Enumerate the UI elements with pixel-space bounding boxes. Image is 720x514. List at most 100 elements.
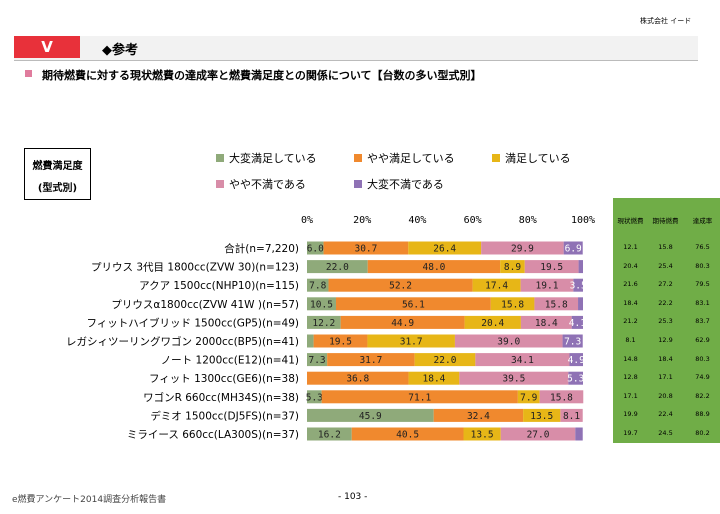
table-cell: 79.5 [695, 280, 710, 289]
bar-segment [335, 297, 491, 311]
table-cell: 22.4 [658, 410, 673, 419]
bar-segment [307, 297, 336, 311]
bar-segment [367, 260, 501, 274]
satisfaction-label-box: 燃費満足度 (型式別) [24, 148, 91, 200]
bar-segment [307, 260, 368, 274]
bar-segment [321, 390, 518, 404]
table-header: 現状燃費 [617, 217, 644, 225]
bar-segment [563, 241, 583, 255]
data-label: 36.8 [346, 374, 369, 385]
category-label: レガシィツーリングワゴン 2000cc(BP5)(n=41) [66, 335, 299, 348]
bar-segment [500, 427, 576, 441]
category-label: ノート 1200cc(E12)(n=41) [161, 355, 299, 367]
data-label: 13.5 [530, 411, 553, 422]
footer-report-name: e燃費アンケート2014調査分析報告書 [12, 495, 167, 505]
legend-swatch [216, 154, 224, 162]
data-label: 7.3 [308, 355, 325, 366]
data-label: 8.9 [504, 262, 521, 273]
bar-segment [575, 427, 583, 441]
bar-segment [307, 408, 434, 422]
bar-segment [328, 278, 473, 292]
table-cell: 21.2 [623, 317, 638, 326]
bar-segment [313, 334, 368, 348]
data-label: 5.3 [567, 374, 584, 385]
x-tick-label: 100% [571, 215, 595, 226]
data-label: 18.4 [423, 374, 446, 385]
table-header: 期待燃費 [652, 217, 679, 225]
table-cell: 12.8 [623, 373, 638, 382]
bar-segment [323, 241, 409, 255]
x-tick-label: 20% [353, 215, 371, 226]
category-label: プリウス 3代目 1800cc(ZVW 30)(n=123) [91, 262, 299, 274]
table-cell: 82.2 [695, 391, 710, 400]
data-label: 4.9 [568, 355, 585, 366]
table-cell: 14.8 [623, 354, 638, 363]
data-label: 12.2 [312, 318, 335, 329]
data-label: 31.7 [359, 355, 382, 366]
bar-segment [408, 241, 482, 255]
legend-label: 満足している [505, 152, 571, 165]
category-label: フィット 1300cc(GE6)(n=38) [149, 373, 299, 385]
bar-segment [307, 241, 324, 255]
data-label: 6.0 [307, 244, 324, 255]
data-label: 34.1 [511, 355, 534, 366]
footer-page-number: - 103 - [338, 492, 368, 502]
bar-segment [562, 334, 583, 348]
bar-segment [475, 353, 570, 367]
data-label: 15.8 [501, 299, 524, 310]
data-label: 26.4 [433, 244, 456, 255]
data-label: 7.8 [309, 281, 326, 292]
section-badge: V [14, 36, 80, 58]
bar-segment [520, 278, 574, 292]
bar-segment [307, 390, 322, 404]
data-label: 30.7 [354, 244, 377, 255]
x-tick-label: 80% [519, 215, 537, 226]
data-label: 39.0 [497, 337, 520, 348]
table-cell: 15.8 [658, 243, 673, 251]
bar-segment [454, 334, 563, 348]
data-label: 31.7 [400, 337, 423, 348]
data-label: 32.4 [467, 411, 490, 422]
legend-label: やや満足している [367, 152, 455, 165]
table-cell: 21.6 [623, 280, 638, 289]
bar-segment [307, 353, 328, 367]
table-cell: 20.8 [658, 391, 673, 400]
legend-label: やや不満である [229, 178, 306, 191]
data-label: 22.0 [434, 355, 457, 366]
data-label: 39.5 [502, 374, 525, 385]
data-label: 56.1 [402, 299, 425, 310]
bar-segment [523, 408, 561, 422]
bar-segment [307, 278, 329, 292]
data-label: 5.3 [306, 392, 323, 403]
bar-segment [459, 371, 569, 385]
category-label: プリウスα1800cc(ZVW 41W )(n=57) [111, 299, 299, 311]
bar-segment [560, 408, 583, 422]
table-cell: 80.3 [695, 261, 710, 270]
data-label: 7.9 [520, 392, 537, 403]
legend-swatch [492, 154, 500, 162]
table-cell: 19.9 [623, 410, 638, 419]
legend-label: 大変不満である [367, 177, 444, 191]
data-label: 10.5 [310, 299, 333, 310]
bar-segment [578, 297, 583, 311]
bar-segment [340, 315, 465, 329]
data-label: 22.0 [326, 262, 349, 273]
data-label: 15.8 [550, 392, 573, 403]
data-label: 52.2 [389, 281, 412, 292]
data-label: 44.9 [391, 318, 414, 329]
table-cell: 20.4 [623, 261, 638, 270]
table-cell: 8.1 [625, 336, 636, 344]
table-cell: 27.2 [658, 280, 673, 289]
bar-segment [351, 427, 464, 441]
data-label: 18.4 [535, 318, 558, 329]
table-cell: 25.3 [658, 317, 673, 326]
label-box-line2: (型式別) [37, 183, 78, 194]
legend-label: 大変満足している [229, 151, 317, 165]
table-background [613, 198, 720, 443]
category-label: フィットハイブリッド 1500cc(GP5)(n=49) [86, 316, 299, 329]
data-label: 16.2 [318, 430, 341, 441]
bar-segment [463, 427, 501, 441]
table-cell: 18.4 [658, 354, 673, 363]
table-cell: 88.9 [695, 410, 710, 419]
